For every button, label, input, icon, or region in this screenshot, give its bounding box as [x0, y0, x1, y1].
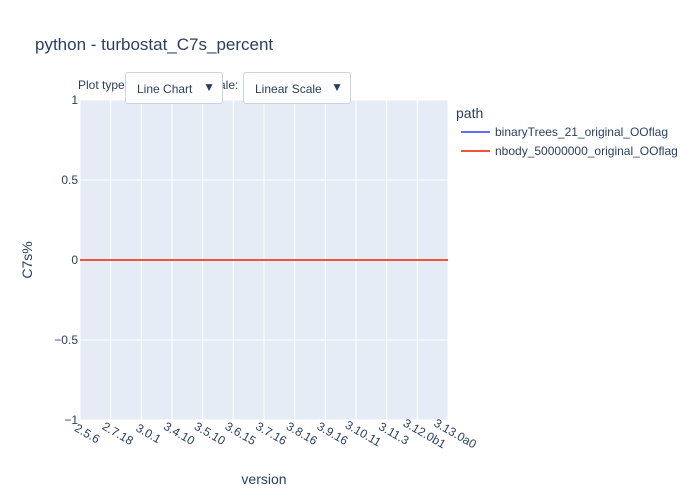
plot-type-label: Plot type: [78, 78, 128, 92]
scale-dropdown[interactable]: Linear Scale ▼ [243, 72, 351, 104]
chevron-down-icon: ▼ [331, 80, 343, 94]
scale-value: Linear Scale [255, 82, 322, 96]
x-tick-label: 2.5.6 [72, 421, 102, 447]
y-tick-label: 0 [71, 253, 78, 267]
y-tick-label: 1 [71, 93, 78, 107]
x-tick-label: 3.0.1 [133, 421, 163, 447]
chart-title: python - turbostat_C7s_percent [35, 35, 273, 54]
plot-type-dropdown[interactable]: Line Chart ▼ [125, 72, 223, 104]
x-tick-label: 3.8.16 [284, 419, 320, 448]
legend-entry-label: nbody_50000000_original_OOflag [495, 144, 678, 158]
chevron-down-icon: ▼ [203, 80, 215, 94]
x-tick-label: 3.4.10 [161, 419, 197, 448]
x-tick-labels: 2.5.62.7.183.0.13.4.103.5.103.6.153.7.16… [72, 416, 479, 452]
y-tick-label: −0.5 [54, 333, 78, 347]
x-tick-label: 3.10.11 [343, 418, 384, 450]
x-tick-label: 3.7.16 [253, 419, 289, 448]
x-axis-title: version [241, 471, 286, 487]
x-tick-label: 3.6.15 [223, 419, 259, 448]
legend-entry-label: binaryTrees_21_original_OOflag [495, 125, 668, 139]
x-tick-label: 3.5.10 [192, 419, 228, 448]
y-axis-title: C7s% [19, 241, 35, 278]
y-tick-label: −1 [64, 413, 78, 427]
legend: binaryTrees_21_original_OOflag nbody_5000… [461, 125, 678, 158]
plot-type-value: Line Chart [137, 82, 193, 96]
legend-title: path [456, 105, 483, 121]
y-tick-label: 0.5 [61, 173, 78, 187]
x-tick-label: 2.7.18 [100, 419, 136, 448]
y-tick-labels: 1 0.5 0 −0.5 −1 [54, 93, 78, 427]
